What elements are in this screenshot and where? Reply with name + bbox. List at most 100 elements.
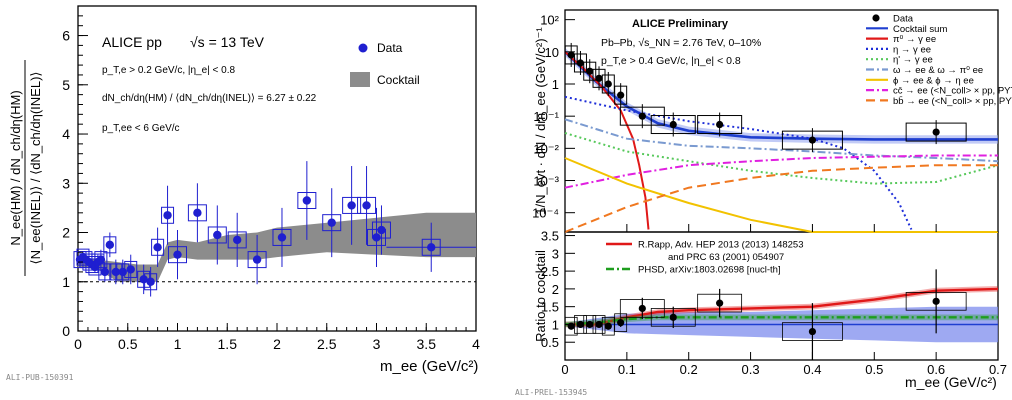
right-ann-system: Pb–Pb, √s_NN = 2.76 TeV, 0–10%	[601, 37, 761, 49]
right-bottom-data-point	[932, 297, 940, 305]
left-data-points	[73, 161, 476, 297]
left-legend-cocktail-label: Cocktail	[377, 73, 420, 87]
left-data-syst-box	[322, 214, 342, 232]
right-legend-label: Data	[893, 14, 914, 25]
right-top-data-point	[638, 112, 646, 120]
right-top-ytick-label: 10	[545, 45, 559, 60]
right-bottom-plot-frame	[564, 231, 999, 361]
right-xtick-label: 0.6	[927, 362, 945, 377]
right-bottom-syst-box	[592, 315, 606, 334]
right-top-data-point	[932, 128, 940, 136]
right-top-series-line	[564, 118, 999, 163]
left-legend-data-label: Data	[377, 41, 403, 55]
left-data-point	[96, 255, 106, 264]
right-top-ytick-label: 1	[552, 77, 559, 92]
right-bottom-model-line	[564, 316, 998, 326]
left-chart: 0 0.5 1 1.5 2 2.5 3 3.5 4 0 1 2 3 4 5 6 ALICE pp √s = 1…	[6, 5, 480, 382]
left-ylabel-num: N_ee(HM) / dN_ch/dη(HM)	[8, 90, 23, 245]
left-data-point	[327, 218, 336, 227]
right-bottom-data-point	[669, 313, 677, 321]
right-bottom-data-point	[576, 320, 585, 329]
left-data-syst-box	[342, 196, 362, 214]
left-data-syst-box	[357, 196, 377, 214]
left-data-point	[139, 275, 148, 284]
right-xtick-label: 0.5	[865, 362, 883, 377]
right-bottom-data-point	[716, 299, 724, 307]
left-data-point	[213, 230, 222, 240]
right-top-data-point	[567, 51, 575, 59]
right-xtick-label: 0.2	[680, 362, 698, 377]
right-bottom-data-point	[808, 327, 817, 336]
right-title: ALICE Preliminary	[632, 18, 729, 30]
right-top-ytick-label: 10⁻²	[533, 141, 559, 156]
right-top-data-point	[576, 59, 585, 67]
right-ann-cut: p_T,e > 0.4 GeV/c, |η_e| < 0.8	[601, 55, 741, 67]
left-data-syst-box	[297, 192, 317, 210]
left-data-point	[372, 233, 381, 242]
left-xtick-label: 0.5	[118, 336, 138, 352]
left-ytick-label: 4	[62, 126, 70, 142]
left-data-syst-box	[168, 246, 187, 264]
right-bottom-data-point	[586, 320, 594, 329]
left-data-point	[118, 267, 127, 277]
right-bottom-legend-label: and PRC 63 (2001) 054907	[668, 252, 784, 263]
left-ytick-label: 0	[62, 323, 70, 339]
left-data-syst-box	[227, 231, 247, 249]
right-bottom-syst-box	[564, 316, 578, 336]
left-data-syst-box	[187, 204, 207, 222]
right-legend-label: ω → ee & ω → π⁰ ee	[893, 65, 983, 76]
right-bottom-series	[564, 269, 999, 360]
left-ann-ratio: dN_ch/dη(HM) / ⟨dN_ch/dη(INEL)⟩ = 6.27 ±…	[102, 93, 317, 104]
left-ytick-label: 3	[62, 175, 70, 191]
left-ann-cut-pt: p_T,e > 0.2 GeV/c, |η_e| < 0.8	[102, 65, 236, 76]
right-legend-label: bb̄ → ee (<N_coll> × pp, PYTHIA 6)	[893, 96, 1012, 107]
left-data-point	[362, 201, 371, 210]
left-xlabel: m_ee (GeV/c²)	[380, 358, 478, 375]
left-ytick-label: 6	[62, 28, 70, 44]
right-legend-label: π⁰ → γ ee	[893, 34, 936, 45]
right-top-ytick-label: 10⁻³	[533, 174, 559, 189]
left-data-point	[277, 233, 287, 242]
left-data-point	[347, 201, 356, 210]
left-data-syst-box	[207, 226, 227, 244]
right-bottom-legend-label: R.Rapp, Adv. HEP 2013 (2013) 148253	[638, 240, 804, 251]
right-xtick-label: 0.4	[803, 362, 821, 377]
left-data-point	[233, 235, 242, 245]
left-data-syst-box	[161, 206, 175, 224]
right-top-series-line	[564, 51, 650, 230]
left-ytick-label: 2	[62, 225, 70, 241]
right-ylabel-top: 1/N_evt · dN / dm_ee (GeV/c²)⁻¹	[533, 27, 548, 215]
left-xtick-label: 1.5	[218, 336, 238, 352]
right-top-data-point	[808, 136, 817, 144]
left-data-point	[126, 265, 135, 274]
left-data-syst-box	[247, 251, 267, 269]
right-top-ytick-label: 10²	[540, 13, 559, 28]
left-ann-cut-ptee: p_T,ee < 6 GeV/c	[102, 123, 180, 134]
right-top-data-point	[604, 80, 612, 88]
left-axis-ticks: 0 0.5 1 1.5 2 2.5 3 3.5 4 0 1 2 3 4 5 6	[62, 15, 480, 352]
right-legend-marker	[872, 14, 880, 22]
left-ann-energy: √s = 13 TeV	[190, 34, 265, 50]
left-data-syst-box	[272, 228, 292, 246]
left-watermark: ALI-PUB-150391	[6, 373, 74, 382]
left-data-syst-box	[371, 221, 391, 239]
left-data-syst-box	[124, 260, 138, 278]
right-bottom-ytick-label: 3	[552, 246, 559, 261]
right-bottom-ytick-label: 0.5	[541, 335, 559, 350]
right-top-ytick-label: 10⁻⁴	[532, 206, 559, 221]
right-top-series	[564, 42, 999, 233]
right-bottom-data-point	[595, 320, 603, 329]
right-bottom-ytick-label: 3.5	[541, 229, 559, 244]
right-bottom-data-point	[638, 304, 646, 313]
left-data-syst-box	[103, 236, 117, 254]
right-xtick-label: 0.1	[618, 362, 636, 377]
left-ytick-label: 1	[62, 274, 70, 290]
right-bottom-data-point	[567, 322, 575, 330]
right-xtick-label: 0	[561, 362, 568, 377]
left-data-syst-box	[144, 273, 158, 291]
